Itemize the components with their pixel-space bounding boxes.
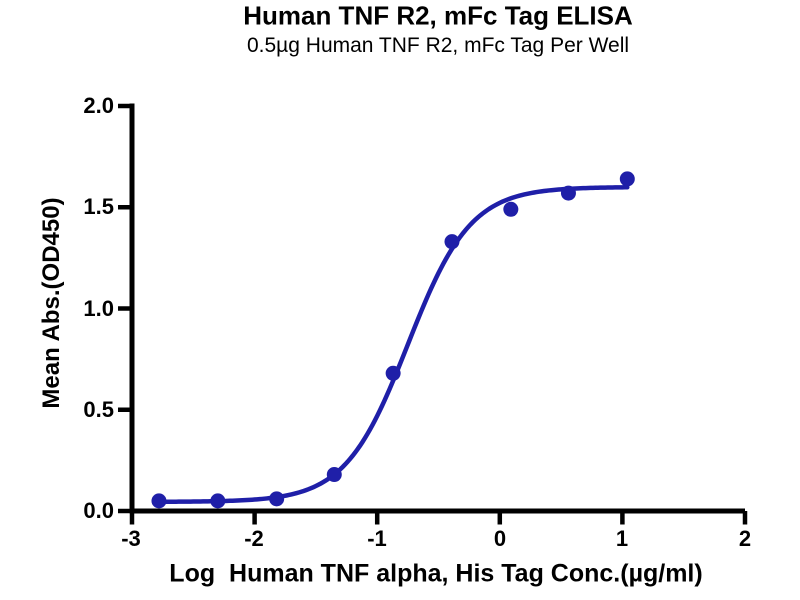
fit-curve [156,185,630,505]
x-tick-label--2: -2 [244,526,264,551]
chart-title: Human TNF R2, mFc Tag ELISA [243,0,633,31]
y-tick-label-0.5: 0.5 [83,396,114,422]
data-point [560,185,576,201]
data-point [210,493,226,509]
data-points [151,171,635,509]
x-tick-label-1: 1 [615,526,629,551]
data-point [269,491,285,507]
data-point [503,201,519,217]
chart-subtitle: 0.5µg Human TNF R2, mFc Tag Per Well [246,34,630,57]
x-tick-label--1: -1 [367,526,387,551]
data-point [385,365,401,381]
x-axis-label: Log Human TNF alpha, His Tag Conc.(µg/ml… [169,559,703,588]
data-point [444,234,460,250]
y-tick-label-1.0: 1.0 [83,295,114,321]
y-tick-label-0.0: 0.0 [83,498,114,523]
data-point [619,171,635,187]
y-tick-label-1.5: 1.5 [83,194,114,220]
data-point [326,467,342,483]
data-point [151,493,167,509]
x-tick-label--3: -3 [121,526,141,551]
axis-spine [129,103,745,514]
tick-marks [118,103,748,525]
y-tick-label-2.0: 2.0 [83,93,114,118]
x-tick-label-0: 0 [493,526,507,551]
x-tick-label-2: 2 [738,526,752,551]
